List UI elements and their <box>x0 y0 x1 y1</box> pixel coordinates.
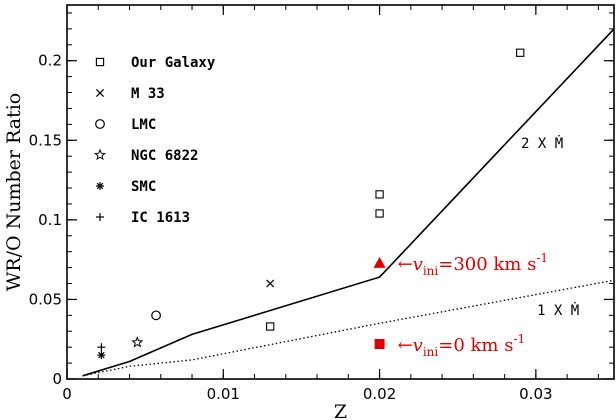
annotation-text: =300 km s <box>438 254 536 275</box>
data-point-our-galaxy <box>375 190 384 199</box>
marker-circle <box>151 310 161 321</box>
marker-stroke <box>96 182 104 190</box>
x-tick-label: 0.02 <box>363 385 396 403</box>
annotation-vini-300: ←vini=300 km s-1 <box>398 251 548 278</box>
y-tick-label: 0.15 <box>29 131 62 149</box>
y-tick-label: 0.1 <box>38 211 62 229</box>
marker-star <box>131 336 144 348</box>
x-axis-title: Z <box>334 401 347 420</box>
model-label-1x: 1 X Ṁ <box>537 301 579 319</box>
data-point-smc <box>97 351 106 360</box>
marker-triangle <box>373 256 386 268</box>
y-tick-label: 0.05 <box>29 290 62 308</box>
legend-label-ngc-6822: NGC 6822 <box>131 148 198 164</box>
annotation-arrow: ← <box>398 254 413 275</box>
data-point-our-galaxy <box>266 322 275 331</box>
annotation-var: v <box>413 335 423 356</box>
marker-square <box>516 48 525 57</box>
annotation-vini-0: ←vini=0 km s-1 <box>398 332 526 359</box>
marker-square-filled <box>374 338 385 349</box>
legend-marker-ic-1613 <box>96 213 104 221</box>
model-label-2x: 2 X Ṁ <box>521 134 563 152</box>
marker-square <box>266 322 275 331</box>
data-point-m-33 <box>266 279 275 288</box>
marker-star <box>93 148 107 161</box>
legend-label-smc: SMC <box>131 179 156 195</box>
marker-stroke <box>266 279 275 288</box>
data-point-our-galaxy <box>516 48 525 57</box>
data-point-ic-1613 <box>97 343 106 352</box>
data-point-ngc-6822 <box>131 336 144 348</box>
annotation-sub: ini <box>423 345 439 359</box>
x-tick-label: 0.03 <box>519 385 552 403</box>
data-point-lmc <box>151 310 161 321</box>
y-tick-label: 0 <box>52 370 62 388</box>
legend-label-ic-1613: IC 1613 <box>131 210 190 226</box>
annotation-sup: -1 <box>513 332 525 346</box>
marker-square <box>375 209 384 218</box>
marker-square <box>95 57 105 67</box>
model-line-1x-mdot <box>82 279 615 377</box>
marker-square <box>375 190 384 199</box>
legend-marker-m-33 <box>95 88 105 98</box>
legend-marker-our-galaxy <box>95 57 105 67</box>
data-point-our-galaxy <box>375 209 384 218</box>
highlight-point-vini-0 <box>374 338 385 349</box>
marker-circle <box>95 119 105 129</box>
legend-marker-smc <box>96 182 104 190</box>
highlight-point-vini-300 <box>373 256 386 268</box>
annotation-sup: -1 <box>536 251 548 265</box>
marker-stroke <box>95 88 105 98</box>
x-tick-label: 0.01 <box>207 385 240 403</box>
y-axis-title: WR/O Number Ratio <box>3 93 25 291</box>
legend-label-lmc: LMC <box>131 117 156 133</box>
x-tick-label: 0 <box>62 385 72 403</box>
annotation-sub: ini <box>423 264 439 278</box>
legend-label-m-33: M 33 <box>131 86 165 102</box>
annotation-text: =0 km s <box>438 335 513 356</box>
annotation-arrow: ← <box>398 335 413 356</box>
legend-marker-lmc <box>95 119 105 129</box>
annotation-var: v <box>413 254 423 275</box>
legend-label-our-galaxy: Our Galaxy <box>131 55 216 71</box>
legend-marker-ngc-6822 <box>93 148 107 161</box>
plot-frame <box>66 4 615 380</box>
y-tick-label: 0.2 <box>38 52 62 70</box>
model-line-2x-mdot <box>82 28 615 377</box>
marker-stroke <box>98 351 105 359</box>
